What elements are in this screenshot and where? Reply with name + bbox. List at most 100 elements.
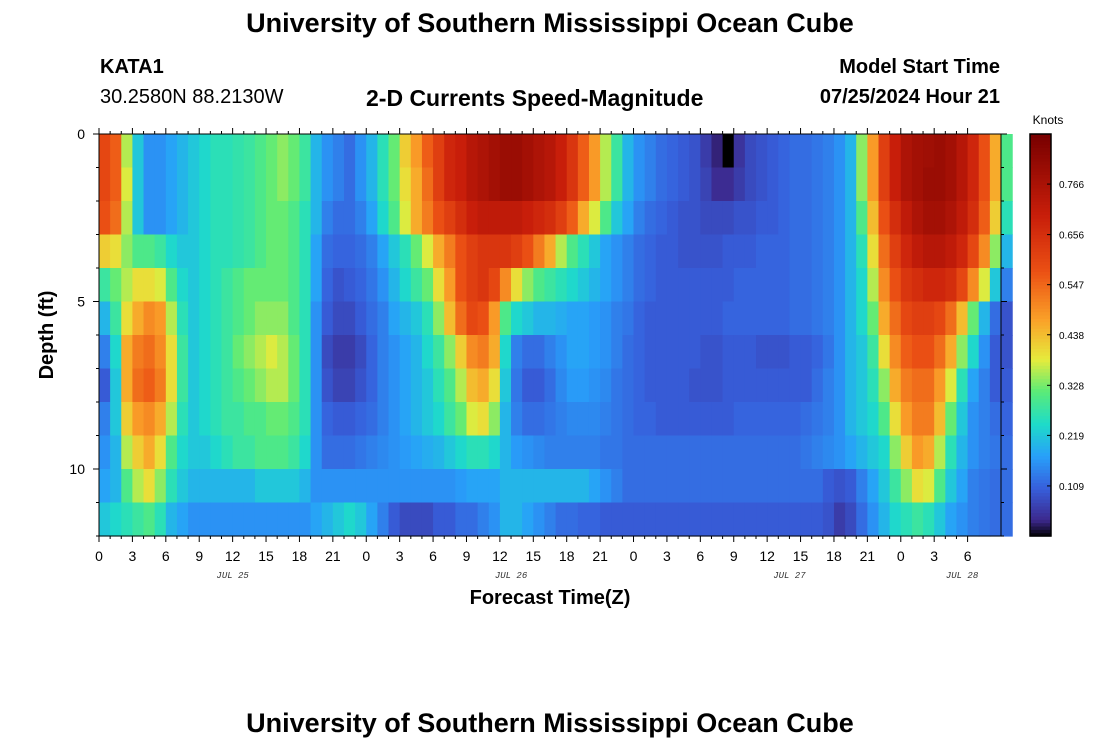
- heatmap-cell: [756, 234, 768, 269]
- heatmap-cell: [232, 335, 245, 370]
- heatmap-cell: [522, 201, 534, 236]
- heatmap-cell: [900, 469, 913, 504]
- heatmap-cell: [845, 134, 857, 169]
- heatmap-cell: [789, 335, 802, 370]
- heatmap-cell: [577, 301, 590, 336]
- heatmap-cell: [154, 134, 167, 169]
- heatmap-cell: [889, 201, 902, 236]
- heatmap-cell: [566, 335, 579, 370]
- x-tick-label: 6: [162, 548, 170, 564]
- heatmap-cell: [466, 234, 479, 269]
- heatmap-cell: [945, 469, 958, 504]
- heatmap-cell: [622, 402, 635, 437]
- heatmap-cell: [678, 402, 690, 437]
- heatmap-cell: [533, 402, 546, 437]
- heatmap-cell: [310, 134, 323, 169]
- x-tick-label: 15: [526, 548, 542, 564]
- heatmap-cell: [143, 368, 156, 403]
- heatmap-cell: [388, 234, 401, 269]
- heatmap-cell: [1001, 234, 1013, 269]
- heatmap-cell: [845, 167, 857, 202]
- heatmap-cell: [199, 335, 211, 370]
- heatmap-cell: [455, 234, 468, 269]
- heatmap-cell: [132, 368, 145, 403]
- heatmap-cell: [288, 368, 301, 403]
- heatmap-cell: [789, 469, 802, 504]
- heatmap-cell: [499, 167, 512, 202]
- heatmap-cell: [577, 402, 590, 437]
- heatmap-cell: [978, 335, 991, 370]
- heatmap-cell: [555, 435, 568, 470]
- heatmap-cell: [499, 234, 512, 269]
- heatmap-cell: [511, 268, 523, 303]
- heatmap-cell: [243, 469, 256, 504]
- heatmap-cell: [655, 368, 668, 403]
- heatmap-cell: [355, 502, 367, 537]
- heatmap-cell: [477, 134, 490, 169]
- heatmap-cell: [555, 335, 568, 370]
- heatmap-cell: [878, 402, 891, 437]
- heatmap-cell: [800, 268, 813, 303]
- heatmap-cell: [288, 167, 301, 202]
- colorbar-segment: [1030, 368, 1051, 373]
- heatmap-cell: [221, 234, 234, 269]
- heatmap-cell: [299, 201, 312, 236]
- heatmap-cell: [767, 167, 779, 202]
- heatmap-cell: [522, 435, 534, 470]
- heatmap-cell: [343, 201, 356, 236]
- heatmap-cell: [600, 268, 612, 303]
- heatmap-cell: [444, 435, 456, 470]
- heatmap-cell: [132, 167, 145, 202]
- heatmap-cell: [332, 301, 345, 336]
- heatmap-cell: [989, 268, 1002, 303]
- heatmap-cell: [154, 469, 167, 504]
- heatmap-cell: [455, 469, 468, 504]
- heatmap-cell: [444, 368, 456, 403]
- heatmap-cell: [911, 402, 924, 437]
- heatmap-cell: [889, 368, 902, 403]
- heatmap-cell: [978, 234, 991, 269]
- heatmap-cell: [522, 368, 534, 403]
- heatmap-cell: [232, 402, 245, 437]
- heatmap-cell: [366, 301, 378, 336]
- heatmap-cell: [310, 402, 323, 437]
- colorbar-segment: [1030, 134, 1051, 138]
- heatmap-cell: [700, 134, 713, 169]
- heatmap-cell: [666, 201, 679, 236]
- heatmap-cell: [176, 201, 189, 236]
- heatmap-cell: [800, 201, 813, 236]
- heatmap-cell: [555, 268, 568, 303]
- heatmap-cell: [934, 469, 946, 504]
- x-tick-label: 12: [492, 548, 508, 564]
- colorbar-segment: [1030, 144, 1051, 148]
- heatmap-cell: [455, 167, 468, 202]
- heatmap-cell: [221, 435, 234, 470]
- heatmap-cell: [945, 502, 958, 537]
- heatmap-cell: [778, 268, 791, 303]
- colorbar-segment: [1030, 522, 1051, 527]
- heatmap-cell: [154, 435, 167, 470]
- heatmap-cell: [856, 268, 868, 303]
- heatmap-cell: [277, 502, 289, 537]
- heatmap-cell: [611, 435, 623, 470]
- heatmap-cell: [321, 502, 334, 537]
- heatmap-cell: [176, 469, 189, 504]
- heatmap-cell: [867, 201, 880, 236]
- heatmap-cell: [388, 201, 401, 236]
- heatmap-cell: [143, 402, 156, 437]
- heatmap-cell: [288, 201, 301, 236]
- colorbar-segment: [1030, 442, 1051, 447]
- heatmap-cell: [421, 368, 434, 403]
- heatmap-cell: [499, 268, 512, 303]
- heatmap-cell: [421, 402, 434, 437]
- heatmap-cell: [867, 469, 880, 504]
- heatmap-cell: [622, 469, 635, 504]
- heatmap-cell: [577, 469, 590, 504]
- heatmap-cell: [934, 402, 946, 437]
- colorbar-segment: [1030, 284, 1051, 289]
- heatmap-cell: [444, 301, 456, 336]
- heatmap-cell: [611, 301, 623, 336]
- heatmap-cell: [756, 368, 768, 403]
- heatmap-cell: [410, 435, 423, 470]
- colorbar-segment: [1030, 398, 1051, 403]
